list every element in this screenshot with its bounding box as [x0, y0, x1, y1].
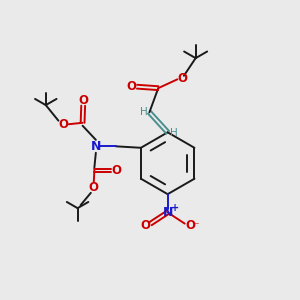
Text: O: O: [58, 118, 68, 131]
Text: H: H: [140, 107, 147, 117]
Text: O: O: [185, 220, 195, 232]
Text: ⁻: ⁻: [193, 221, 199, 231]
Text: O: O: [127, 80, 137, 93]
Text: N: N: [163, 206, 173, 219]
Text: O: O: [140, 220, 150, 232]
Text: H: H: [170, 128, 178, 138]
Text: O: O: [112, 164, 122, 177]
Text: O: O: [89, 181, 99, 194]
Text: +: +: [171, 203, 179, 213]
Text: N: N: [91, 140, 101, 153]
Text: O: O: [78, 94, 88, 107]
Text: O: O: [178, 72, 188, 85]
